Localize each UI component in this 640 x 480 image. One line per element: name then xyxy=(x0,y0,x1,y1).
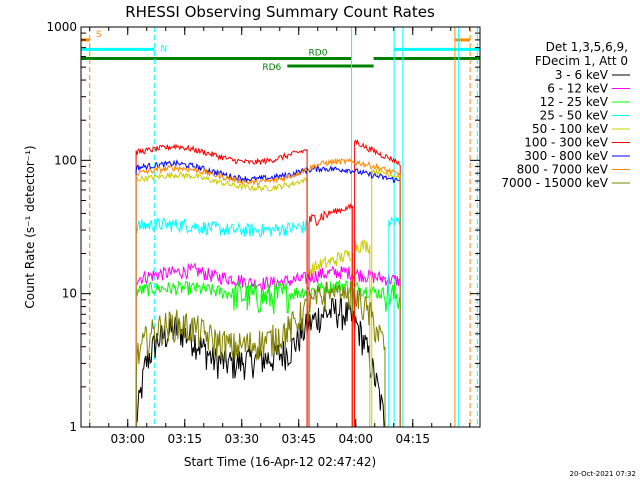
x-tick-label: 03:30 xyxy=(224,432,259,446)
x-tick-label: 03:00 xyxy=(110,432,145,446)
status-label: RD0 xyxy=(309,49,328,59)
legend-entry-label: 800 - 7000 keV xyxy=(517,163,609,177)
series-line xyxy=(135,157,401,427)
y-tick-label: 100 xyxy=(54,153,77,167)
y-tick-label: 1 xyxy=(69,420,77,434)
series-line xyxy=(308,202,354,427)
y-axis-label: Count Rate (s⁻¹ detector⁻¹) xyxy=(23,145,37,308)
series-line xyxy=(354,139,401,427)
plot-frame xyxy=(80,26,481,428)
legend-entry-label: 6 - 12 keV xyxy=(547,82,609,96)
series-line xyxy=(371,168,401,427)
chart-title: RHESSI Observing Summary Count Rates xyxy=(125,3,435,21)
x-tick-label: 04:00 xyxy=(338,432,373,446)
legend-entry-label: 300 - 800 keV xyxy=(524,149,608,163)
series-line xyxy=(135,297,386,427)
legend-header: Det 1,3,5,6,9, xyxy=(546,40,628,54)
legend-header: FDecim 1, Att 0 xyxy=(535,54,628,68)
x-tick-label: 04:15 xyxy=(395,432,430,446)
series-line xyxy=(135,143,308,427)
y-tick-label: 10 xyxy=(62,287,77,301)
legend-entry-label: 50 - 100 keV xyxy=(532,122,609,136)
legend-entry-label: 3 - 6 keV xyxy=(555,68,609,82)
footer-timestamp: 20-Oct-2021 07:32 xyxy=(570,470,636,478)
status-bars: S N RD0 RD6 xyxy=(81,30,480,73)
x-axis-label: Start Time (16-Apr-12 02:47:42) xyxy=(184,455,376,469)
series-line xyxy=(308,249,354,427)
series-line xyxy=(135,281,386,427)
series-layer xyxy=(135,139,401,427)
legend: Det 1,3,5,6,9,FDecim 1, Att 03 - 6 keV6 … xyxy=(501,40,630,190)
legend-entry-label: 25 - 50 keV xyxy=(540,109,609,123)
series-line xyxy=(135,170,308,427)
legend-entry-label: 12 - 25 keV xyxy=(540,95,609,109)
series-line xyxy=(135,159,401,427)
series-line xyxy=(135,279,401,427)
status-label: RD6 xyxy=(262,63,281,73)
status-label: S xyxy=(96,30,102,40)
legend-entry-label: 100 - 300 keV xyxy=(524,136,608,150)
legend-entry-label: 7000 - 15000 keV xyxy=(501,176,608,190)
x-tick-label: 03:15 xyxy=(167,432,202,446)
series-line xyxy=(135,262,401,427)
y-tick-label: 1000 xyxy=(46,20,77,34)
series-line xyxy=(135,217,308,427)
x-tick-label: 03:45 xyxy=(281,432,316,446)
status-label: N xyxy=(160,44,167,54)
vertical-markers xyxy=(89,27,478,427)
series-line xyxy=(388,216,401,427)
series-line xyxy=(354,238,371,427)
axes: 03:00 03:15 03:30 03:45 04:00 04:15 1 10 100 1000 xyxy=(46,20,480,446)
